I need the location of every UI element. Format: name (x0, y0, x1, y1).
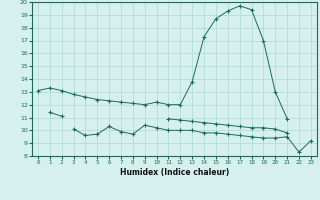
X-axis label: Humidex (Indice chaleur): Humidex (Indice chaleur) (120, 168, 229, 177)
